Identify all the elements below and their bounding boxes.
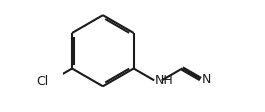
Text: N: N xyxy=(201,73,211,86)
Text: Cl: Cl xyxy=(36,75,48,88)
Text: NH: NH xyxy=(154,74,173,87)
